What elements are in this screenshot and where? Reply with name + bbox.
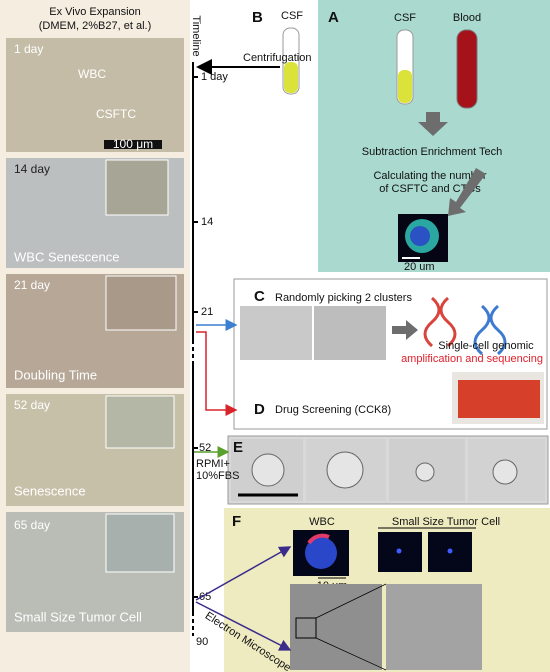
scale-label: 20 um	[404, 261, 435, 273]
medium: RPMI+	[196, 458, 230, 470]
tube-label: CSF	[281, 10, 303, 22]
annotation: WBC	[78, 67, 106, 81]
image-label: 52 day	[14, 398, 50, 412]
dna	[473, 304, 507, 356]
image-caption: Small Size Tumor Cell	[14, 609, 142, 624]
note: of CSFTC and CTCs	[379, 183, 481, 195]
timeline-label: 90	[196, 636, 208, 648]
timeline-label: 14	[201, 216, 213, 228]
image-label: 14 day	[14, 162, 50, 176]
cell	[492, 459, 518, 485]
dna	[423, 296, 457, 348]
cell	[396, 548, 402, 554]
cell	[251, 453, 285, 487]
zoom-box	[295, 617, 317, 639]
note: Calculating the number	[373, 170, 486, 182]
arrow	[418, 112, 448, 136]
zoom-line	[315, 583, 387, 619]
tube-liquid	[284, 62, 298, 93]
scale-label: 100 μm	[113, 137, 153, 151]
timeline-label: 52	[199, 442, 211, 454]
image-label: 65 day	[14, 518, 50, 532]
panel-title: Drug Screening (CCK8)	[275, 404, 391, 416]
cluster-image	[314, 306, 386, 360]
cell	[447, 548, 453, 554]
em-image	[290, 584, 382, 670]
panel-letter: F	[232, 513, 241, 530]
image-caption: WBC Senescence	[14, 249, 120, 264]
tube-liquid	[398, 70, 412, 103]
result: Single-cell genomic	[438, 340, 534, 352]
nucleus	[410, 226, 430, 246]
left-subtitle: (DMEM, 2%B27, et al.)	[39, 20, 151, 32]
micrograph	[6, 38, 184, 152]
arrow	[195, 601, 292, 651]
panel-letter: E	[233, 439, 243, 456]
panel-letter: A	[328, 9, 339, 26]
scale-bar	[104, 140, 162, 149]
inset	[105, 395, 175, 449]
panel-letter: C	[254, 288, 265, 305]
arrow-label: Centrifugation	[243, 52, 312, 64]
cell	[326, 451, 364, 489]
left-title: Ex Vivo Expansion	[49, 6, 141, 18]
timeline-label: 21	[201, 306, 213, 318]
inset	[105, 275, 177, 331]
image-label: 21 day	[14, 278, 50, 292]
cell-stain	[307, 533, 330, 545]
inset	[105, 159, 169, 216]
annotation: CSFTC	[96, 107, 136, 121]
timeline-label: 1 day	[201, 71, 228, 83]
tube-label: CSF	[394, 12, 416, 24]
panel-title: Randomly picking 2 clusters	[275, 292, 412, 304]
arrow	[195, 546, 292, 601]
em-image	[386, 584, 482, 670]
arrow	[392, 320, 418, 340]
plate-wells	[458, 380, 540, 418]
method: Subtraction Enrichment Tech	[362, 146, 502, 158]
inset	[105, 513, 175, 573]
cell	[415, 462, 435, 482]
tube	[456, 29, 478, 109]
image-label: 1 day	[14, 42, 43, 56]
image-caption: Doubling Time	[14, 367, 97, 382]
image-caption: Senescence	[14, 483, 86, 498]
result-highlight: amplification and sequencing	[401, 353, 543, 365]
tumor-label: Small Size Tumor Cell	[392, 516, 500, 528]
medium: 10%FBS	[196, 470, 239, 482]
wbc-label: WBC	[309, 516, 335, 528]
cluster-image	[240, 306, 312, 360]
arrow	[196, 331, 238, 416]
panel-letter: B	[252, 9, 263, 26]
arrow	[448, 168, 486, 216]
zoom-line	[315, 637, 387, 671]
cell	[305, 537, 337, 569]
panel-letter: D	[254, 401, 265, 418]
timeline-title: Timeline	[190, 15, 202, 56]
tube-label: Blood	[453, 12, 481, 24]
